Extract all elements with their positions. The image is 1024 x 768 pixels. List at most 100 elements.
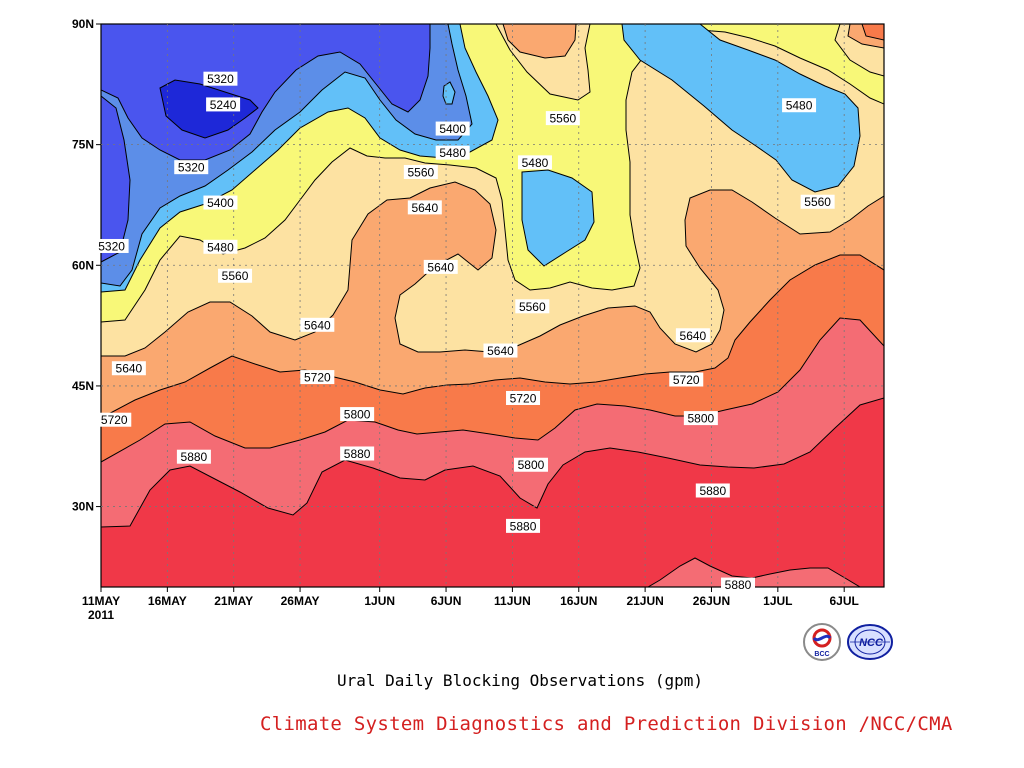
contour-label-bg: [111, 361, 146, 376]
y-tick-label: 45N: [72, 379, 94, 393]
contour-label: 5640: [407, 200, 442, 215]
contour-label: 5880: [340, 446, 375, 461]
contour-label-text: 5640: [487, 344, 514, 358]
contour-label: 5640: [300, 317, 335, 332]
contour-label-bg: [669, 372, 704, 387]
contour-fills: [101, 24, 884, 587]
contour-label-bg: [300, 370, 335, 385]
contour-label-text: 5320: [207, 72, 234, 86]
contour-label-text: 5720: [673, 373, 700, 387]
contour-label-bg: [506, 390, 541, 405]
y-tick-label: 90N: [72, 17, 94, 31]
contour-label-text: 5400: [207, 196, 234, 210]
contour-label-text: 5480: [522, 156, 549, 170]
contour-label-text: 5720: [101, 413, 128, 427]
contour-label: 5480: [203, 239, 238, 254]
contour-label-text: 5560: [519, 300, 546, 314]
contour-label: 5640: [111, 361, 146, 376]
contour-label: 5480: [517, 155, 552, 170]
contour-label-text: 5720: [304, 371, 331, 385]
contour-label-bg: [203, 195, 238, 210]
contour-label-bg: [203, 71, 238, 86]
x-tick-label: 11JUN: [494, 594, 531, 608]
x-tick-label: 16MAY: [148, 594, 187, 608]
bcc-logo: BCC: [802, 622, 842, 662]
contour-label: 5560: [800, 194, 835, 209]
y-tick-label: 75N: [72, 138, 94, 152]
contour-labels: 5320 5240 5320 5400 5480 5560 5320 5640 5720 5640…: [94, 71, 835, 592]
ncc-logo: NCC: [846, 622, 894, 662]
contour-label-text: 5400: [439, 122, 466, 136]
contour-label-bg: [517, 155, 552, 170]
contour-label: 5880: [695, 483, 730, 498]
contour-label-bg: [300, 317, 335, 332]
contour-label-bg: [218, 268, 253, 283]
x-tick-label: 21JUN: [626, 594, 663, 608]
contour-label: 5480: [782, 98, 817, 113]
contour-label-bg: [782, 98, 817, 113]
credit-line: Climate System Diagnostics and Predictio…: [260, 713, 953, 735]
year-label: 2011: [88, 608, 114, 622]
contour-label-text: 5880: [181, 450, 208, 464]
contour-label-bg: [545, 111, 580, 126]
contour-label-bg: [435, 121, 470, 136]
x-axis-ticks: 11MAY 16MAY 21MAY 26MAY 1JUN 6JUN 11JUN 16JUN 21…: [82, 587, 859, 622]
blue-island-west-siberia: [521, 169, 595, 267]
contour-label: 5800: [683, 411, 718, 426]
contour-label-bg: [800, 194, 835, 209]
contour-label-text: 5480: [786, 99, 813, 113]
contour-label-text: 5640: [411, 201, 438, 215]
contour-label-bg: [340, 446, 375, 461]
chart-title: Ural Daily Blocking Observations (gpm): [336, 671, 704, 690]
x-tick-label: 26JUN: [693, 594, 730, 608]
contour-label-text: 5560: [549, 112, 576, 126]
contour-label: 5640: [423, 259, 458, 274]
contour-label: 5640: [675, 328, 710, 343]
island-5720-ne: [861, 24, 884, 41]
contour-label: 5880: [176, 449, 211, 464]
contour-label-text: 5800: [344, 408, 371, 422]
y-tick-label: 30N: [72, 500, 94, 514]
contour-label-text: 5880: [699, 484, 726, 498]
contour-label-text: 5640: [427, 260, 454, 274]
contour-label-bg: [695, 483, 730, 498]
contour-label-bg: [403, 164, 438, 179]
contour-label: 5320: [203, 71, 238, 86]
y-axis-ticks: 30N 45N 60N 75N 90N: [72, 17, 101, 514]
contour-label-bg: [94, 238, 129, 253]
contour-label: 5720: [97, 412, 132, 427]
contour-label-text: 5640: [680, 329, 707, 343]
contour-label: 5560: [218, 268, 253, 283]
contour-label: 5320: [174, 160, 209, 175]
contour-label-text: 5800: [518, 458, 545, 472]
contour-label-bg: [483, 343, 518, 358]
contour-label-bg: [407, 200, 442, 215]
contour-label: 5800: [513, 457, 548, 472]
contour-label-bg: [675, 328, 710, 343]
small-island-5400: [442, 81, 456, 105]
contour-label-text: 5880: [725, 578, 752, 592]
contour-label-text: 5480: [439, 146, 466, 160]
island-5640-n: [502, 24, 577, 59]
ncc-logo-text: NCC: [859, 637, 884, 649]
contour-label-text: 5320: [98, 239, 125, 253]
contour-label-text: 5640: [304, 318, 331, 332]
contour-label-text: 5560: [222, 269, 249, 283]
contour-label: 5880: [721, 577, 756, 592]
contour-label-bg: [513, 457, 548, 472]
x-tick-label: 6JUL: [830, 594, 859, 608]
contour-label: 5720: [300, 370, 335, 385]
contour-label: 5320: [94, 238, 129, 253]
contour-label-bg: [515, 299, 550, 314]
x-tick-label: 1JUL: [763, 594, 792, 608]
contour-label: 5400: [435, 121, 470, 136]
x-tick-label: 26MAY: [281, 594, 320, 608]
contour-label-text: 5800: [688, 412, 715, 426]
contour-label-text: 5240: [210, 98, 237, 112]
contour-chart: 11MAY 16MAY 21MAY 26MAY 1JUN 6JUN 11JUN 16JUN 21…: [72, 17, 885, 622]
contour-label: 5560: [403, 164, 438, 179]
contour-label-bg: [435, 145, 470, 160]
contour-label-bg: [721, 577, 756, 592]
contour-label: 5880: [506, 518, 541, 533]
contour-label-bg: [683, 411, 718, 426]
